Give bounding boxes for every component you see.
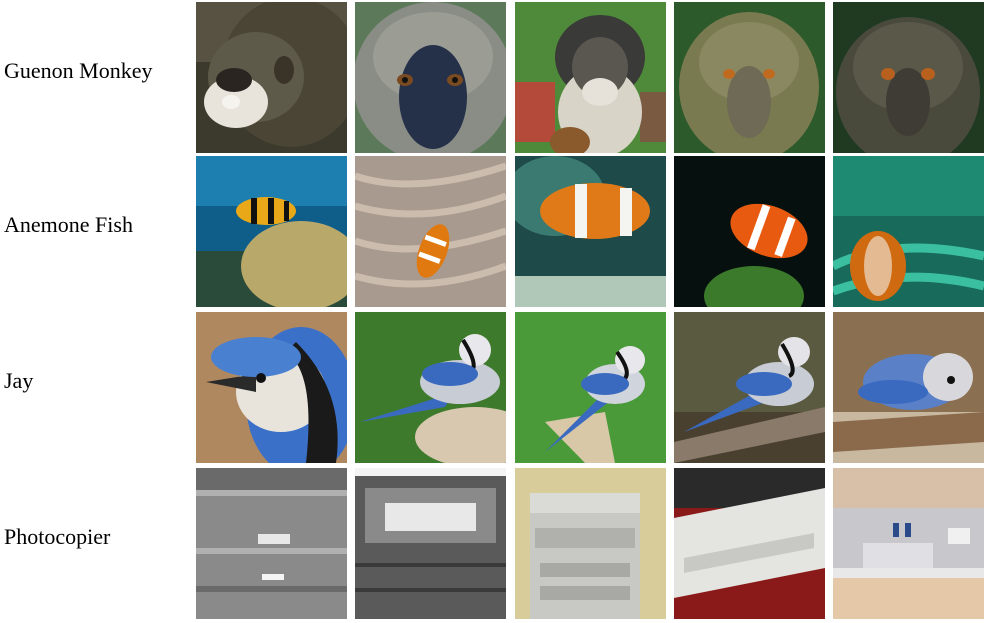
photocopier-image-1 xyxy=(196,468,347,619)
anemone-fish-image-1 xyxy=(196,156,347,307)
anemone-fish-image-3 xyxy=(515,156,666,307)
anemone-fish-image-5 xyxy=(833,156,984,307)
jay-image-4 xyxy=(674,312,825,463)
guenon-monkey-image-2 xyxy=(355,2,506,153)
guenon-monkey-image-5 xyxy=(833,2,984,153)
photocopier-image-5 xyxy=(833,468,984,619)
photocopier-image-2 xyxy=(355,468,506,619)
jay-image-2 xyxy=(355,312,506,463)
guenon-monkey-image-3 xyxy=(515,2,666,153)
guenon-monkey-image-1 xyxy=(196,2,347,153)
guenon-monkey-image-4 xyxy=(674,2,825,153)
row-label-guenon-monkey: Guenon Monkey xyxy=(4,58,153,83)
photocopier-image-3 xyxy=(515,468,666,619)
jay-image-5 xyxy=(833,312,984,463)
anemone-fish-image-2 xyxy=(355,156,506,307)
anemone-fish-image-4 xyxy=(674,156,825,307)
jay-image-1 xyxy=(196,312,347,463)
row-label-anemone-fish: Anemone Fish xyxy=(4,212,133,237)
row-label-jay: Jay xyxy=(4,368,34,393)
jay-image-3 xyxy=(515,312,666,463)
photocopier-image-4 xyxy=(674,468,825,619)
row-label-photocopier: Photocopier xyxy=(4,524,111,549)
